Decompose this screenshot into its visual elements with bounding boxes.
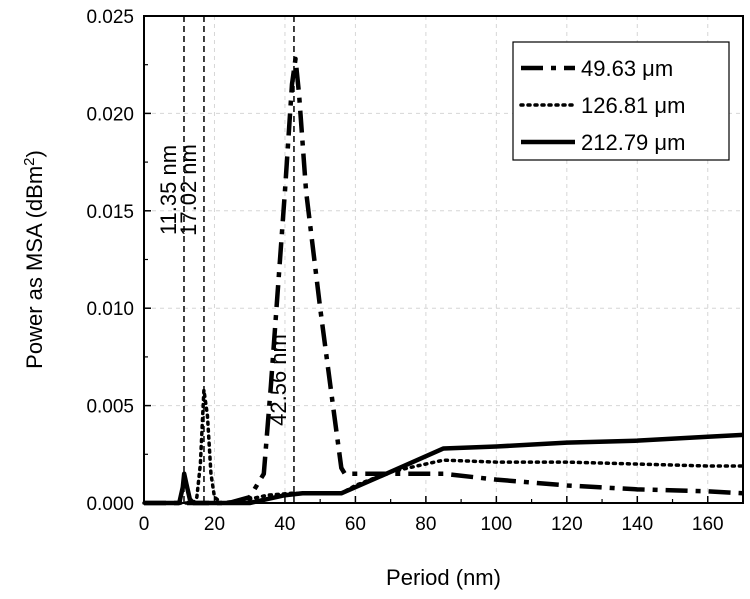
x-tick-label-2: 40 (274, 514, 295, 535)
x-tick-label-4: 80 (415, 514, 436, 535)
y-tick-label-4: 0.020 (86, 104, 134, 125)
x-tick-label-7: 140 (621, 514, 653, 535)
x-tick-label-6: 120 (551, 514, 583, 535)
y-tick-label-3: 0.015 (86, 202, 134, 223)
x-tick-label-5: 100 (481, 514, 513, 535)
y-tick-label-5: 0.025 (86, 7, 134, 28)
x-tick-label-8: 160 (692, 514, 724, 535)
y-axis-title-tail: ) (22, 150, 47, 157)
y-axis-title: Power as MSA (dBm2) (21, 150, 48, 369)
series-layer (142, 56, 745, 506)
series-line-3 (144, 432, 744, 506)
vline-label-2: 17.02 nm (176, 144, 201, 236)
series-line-1 (144, 56, 744, 506)
legend-label-series-1: 49.63 μm (581, 56, 673, 81)
vline-label-3: 42.56 nm (266, 334, 291, 426)
y-axis-title-main: Power as MSA (dBm (22, 166, 47, 369)
vline-label-1: 11.35 nm (156, 145, 181, 235)
x-axis-title: Period (nm) (386, 565, 501, 590)
x-axis-ticks: 0 20 40 60 80 100 120 140 160 (139, 496, 724, 535)
x-tick-label-3: 60 (345, 514, 366, 535)
x-tick-label-0: 0 (139, 514, 150, 535)
legend-label-series-3: 212.79 μm (581, 130, 685, 155)
y-axis-ticks: 0.000 0.005 0.010 0.015 0.020 0.025 (86, 7, 151, 515)
y-tick-label-2: 0.010 (86, 299, 134, 320)
y-tick-label-1: 0.005 (86, 397, 134, 418)
legend: 49.63 μm 126.81 μm 212.79 μm (512, 41, 730, 161)
y-axis-title-superscript: 2 (21, 158, 38, 166)
x-tick-label-1: 20 (204, 514, 225, 535)
y-tick-label-0: 0.000 (86, 494, 134, 515)
legend-label-series-2: 126.81 μm (581, 93, 685, 118)
